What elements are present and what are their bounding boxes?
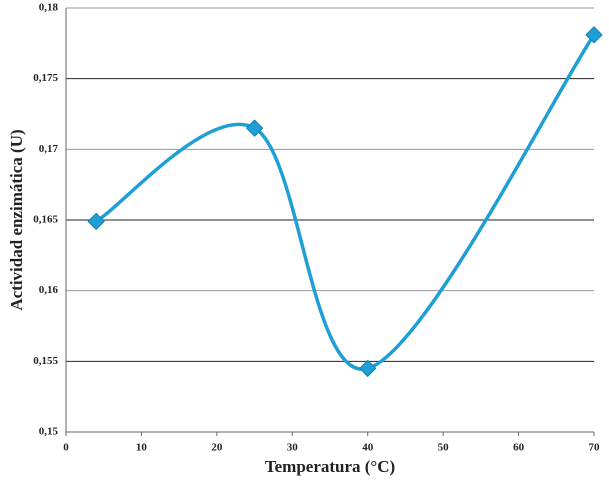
y-tick-label: 0,155 (33, 355, 58, 367)
y-tick-label: 0,15 (39, 426, 59, 438)
y-tick-label: 0,18 (39, 2, 59, 14)
x-tick-label: 0 (63, 442, 69, 454)
line (95, 33, 596, 371)
y-axis-title: Actividad enzimática (U) (7, 129, 26, 310)
x-tick-label: 40 (362, 442, 374, 454)
marker (245, 119, 264, 137)
y-tick-label: 0,16 (39, 284, 59, 296)
marker (585, 26, 603, 44)
marker (87, 212, 105, 231)
x-tick-label: 70 (589, 442, 601, 454)
y-tick-label: 0,165 (33, 214, 58, 226)
y-tick-label: 0,17 (39, 143, 59, 155)
x-tick-label: 10 (136, 442, 148, 454)
y-tick-label: 0,175 (33, 72, 58, 84)
marker (359, 359, 377, 378)
x-axis-title: Temperatura (°C) (265, 457, 395, 476)
x-tick-label: 50 (438, 442, 450, 454)
x-tick-label: 20 (211, 442, 223, 454)
x-tick-label: 30 (287, 442, 299, 454)
x-tick-label: 60 (513, 442, 525, 454)
